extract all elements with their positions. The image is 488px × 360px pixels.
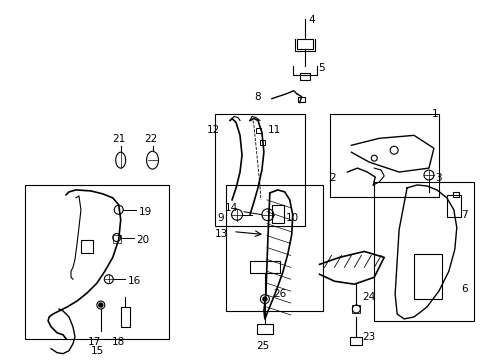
Text: 18: 18 <box>112 337 125 347</box>
Bar <box>249 261 279 273</box>
Bar <box>329 113 438 197</box>
Circle shape <box>263 297 266 301</box>
Text: 5: 5 <box>318 63 325 73</box>
Bar <box>350 337 362 345</box>
Bar <box>413 255 441 299</box>
Text: 10: 10 <box>285 213 298 223</box>
Bar <box>25 185 169 339</box>
Text: 8: 8 <box>253 92 260 102</box>
Text: 20: 20 <box>136 234 149 244</box>
Bar <box>352 305 360 313</box>
Text: 2: 2 <box>328 173 335 183</box>
Text: 26: 26 <box>272 289 285 299</box>
Bar <box>299 73 309 80</box>
Bar <box>373 182 473 321</box>
Bar <box>446 195 460 217</box>
Text: 12: 12 <box>206 125 220 135</box>
Bar <box>255 129 261 133</box>
Text: 9: 9 <box>217 213 224 223</box>
Bar <box>271 205 283 223</box>
Text: 14: 14 <box>224 203 238 213</box>
Bar <box>215 113 304 226</box>
Circle shape <box>99 303 102 307</box>
Text: 23: 23 <box>362 332 375 342</box>
Text: 25: 25 <box>256 341 269 351</box>
Text: 24: 24 <box>362 292 375 302</box>
Text: 15: 15 <box>91 346 104 356</box>
Text: 19: 19 <box>138 207 152 217</box>
Text: 16: 16 <box>127 276 141 286</box>
Text: 21: 21 <box>112 134 125 144</box>
Bar <box>260 140 264 145</box>
Bar <box>296 39 312 49</box>
Bar <box>113 235 121 243</box>
Text: 6: 6 <box>460 284 467 294</box>
Text: 11: 11 <box>267 125 281 135</box>
Text: 1: 1 <box>431 109 438 118</box>
Bar <box>121 307 129 327</box>
Text: 17: 17 <box>88 337 102 347</box>
Bar <box>256 324 272 334</box>
Text: 22: 22 <box>143 134 157 144</box>
Bar <box>452 192 458 197</box>
Text: 13: 13 <box>214 229 227 239</box>
Text: 7: 7 <box>460 210 467 220</box>
Bar <box>225 185 322 311</box>
Bar <box>297 96 304 102</box>
Text: 3: 3 <box>434 173 441 183</box>
Text: 4: 4 <box>308 15 315 25</box>
Bar <box>81 239 93 253</box>
